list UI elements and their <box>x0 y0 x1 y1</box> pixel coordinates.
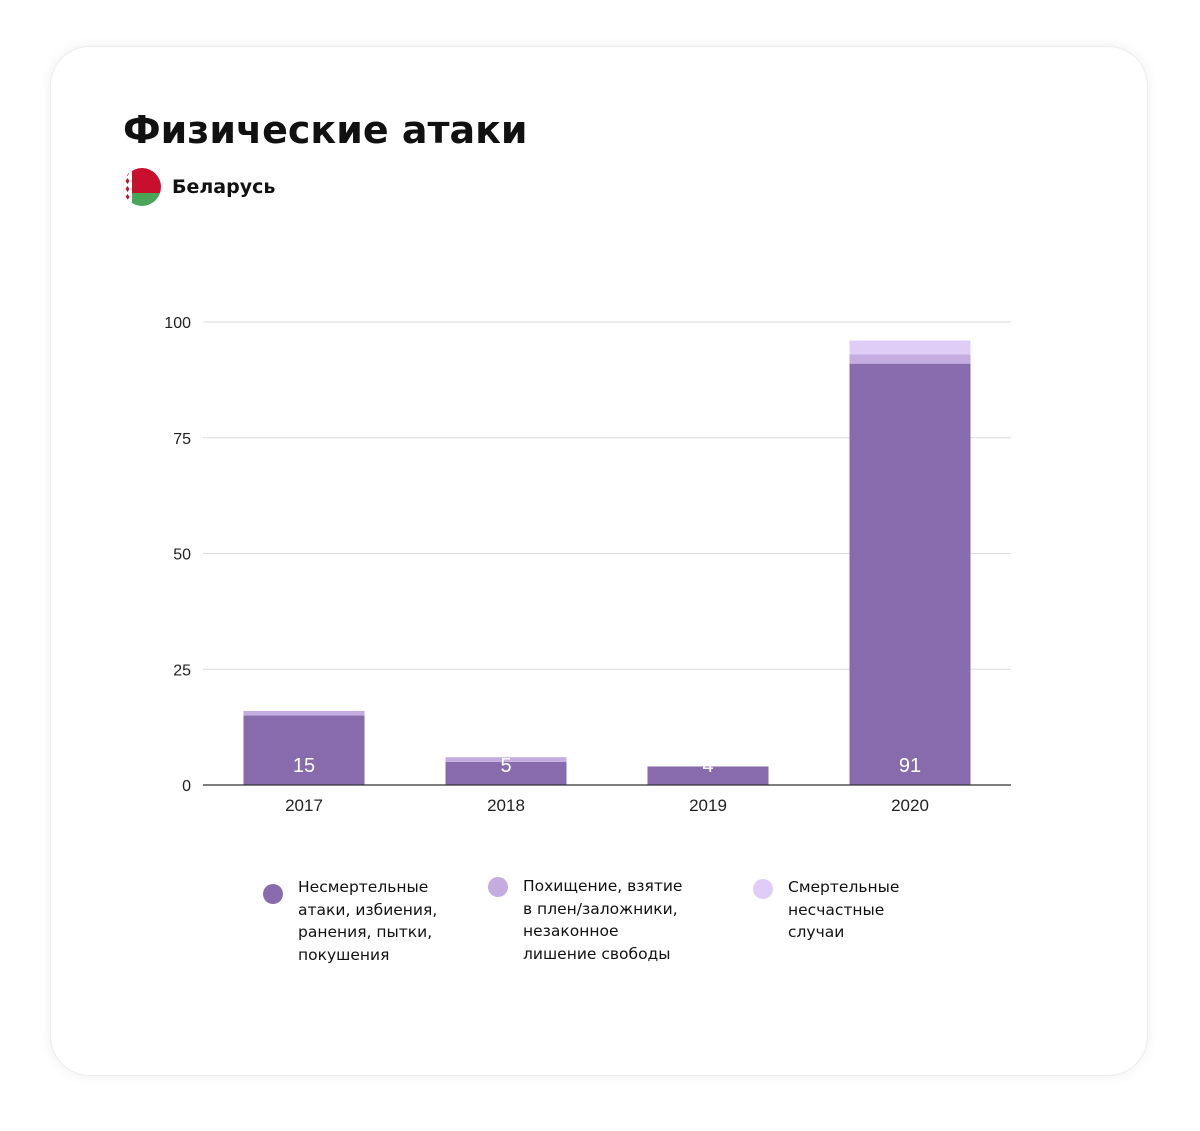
chart-title: Физические атаки <box>123 108 528 152</box>
y-tick-label: 50 <box>173 547 191 564</box>
legend-item-fatal: Смертельные несчастные случаи <box>753 876 899 944</box>
bar-segment <box>243 715 365 785</box>
legend-item-nonfatal: Несмертельные атаки, избиения, ранения, … <box>263 876 437 966</box>
legend-swatch-fatal <box>753 879 773 899</box>
y-tick-label: 75 <box>173 431 191 448</box>
legend-swatch-nonfatal <box>263 884 283 904</box>
country-label: Беларусь <box>123 168 275 206</box>
legend-item-abduction: Похищение, взятие в плен/заложники, неза… <box>488 875 682 965</box>
bar-segment <box>849 354 971 364</box>
x-tick-label: 2019 <box>689 796 727 815</box>
y-tick-label: 0 <box>182 778 191 795</box>
country-name: Беларусь <box>172 176 276 198</box>
bar-segment <box>445 761 567 785</box>
data-label: 15 <box>293 755 315 777</box>
y-tick-label: 25 <box>173 662 191 679</box>
data-label: 4 <box>702 755 713 777</box>
x-tick-label: 2017 <box>285 796 323 815</box>
bar-segment <box>445 757 567 762</box>
legend-label-abduction: Похищение, взятие в плен/заложники, неза… <box>523 877 683 963</box>
bar-segment <box>849 340 971 355</box>
data-label: 91 <box>899 755 921 777</box>
bar-segment <box>647 766 769 785</box>
legend-label-fatal: Смертельные несчастные случаи <box>788 878 900 941</box>
bar-segment <box>243 710 365 716</box>
y-tick-label: 100 <box>164 315 191 332</box>
x-tick-label: 2018 <box>487 796 525 815</box>
belarus-flag-icon <box>123 168 161 206</box>
bar-segment <box>849 363 971 785</box>
legend-label-nonfatal: Несмертельные атаки, избиения, ранения, … <box>298 878 438 964</box>
legend-swatch-abduction <box>488 877 508 897</box>
x-tick-label: 2020 <box>891 796 929 815</box>
data-label: 5 <box>500 755 511 777</box>
